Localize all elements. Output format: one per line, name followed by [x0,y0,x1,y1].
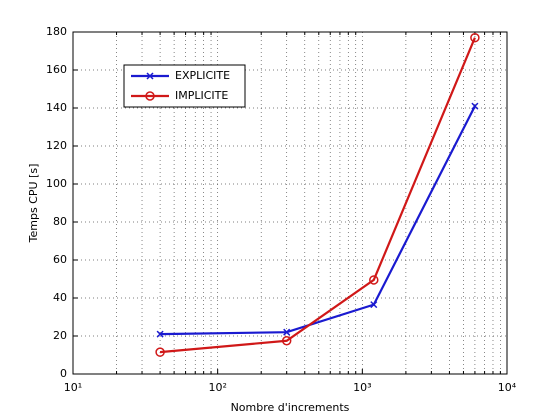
marker [156,330,164,338]
marker [281,336,292,346]
y-axis-label: Temps CPU [s] [27,164,40,244]
y-tick-label: 60 [53,253,67,266]
legend-marker [145,91,155,101]
marker [155,347,165,357]
legend-box [123,64,246,108]
x-tick-label: 10² [208,381,226,394]
plot-frame [72,31,508,375]
y-tick-label: 100 [46,177,67,190]
marker [283,328,291,336]
marker [471,102,479,110]
x-tick-label: 10⁴ [498,381,517,394]
y-tick-label: 160 [46,63,67,76]
marker [470,32,480,43]
y-tick-label: 0 [60,367,67,380]
y-tick-label: 40 [53,291,67,304]
y-tick-label: 180 [46,25,67,38]
legend-marker [146,72,154,80]
x-tick-label: 10³ [353,381,371,394]
x-axis-label: Nombre d'increments [231,401,350,414]
series-line [159,37,476,354]
legend-label: IMPLICITE [175,89,228,102]
series-line [160,105,476,336]
marker [369,275,379,285]
x-tick-label: 10¹ [64,381,82,394]
legend-label: EXPLICITE [175,69,230,82]
y-tick-label: 80 [53,215,67,228]
marker [370,301,378,309]
y-tick-label: 20 [53,329,67,342]
y-tick-label: 140 [46,101,67,114]
y-tick-label: 120 [46,139,67,152]
